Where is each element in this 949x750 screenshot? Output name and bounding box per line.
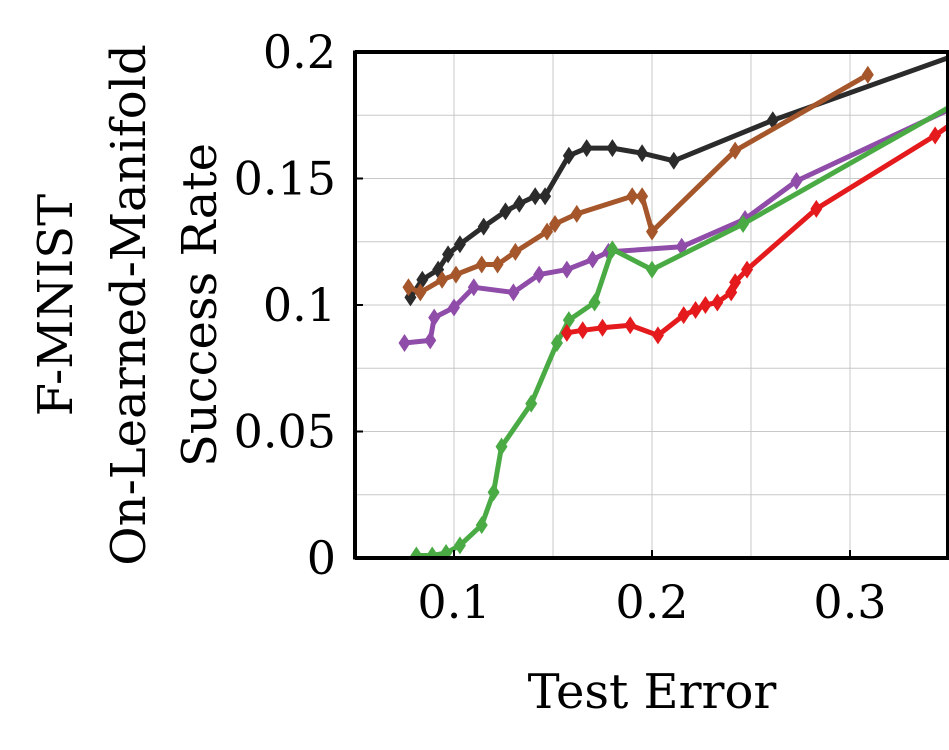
y-tick-label: 0.1 [263, 278, 336, 332]
y-axis-label-line-1: F-MNIST [28, 194, 84, 416]
series-3-point [790, 172, 803, 191]
series-1-point [539, 187, 552, 206]
series-1-point [667, 151, 680, 170]
series-4-point [646, 260, 658, 279]
series-5-point [596, 318, 609, 337]
x-tick-label: 0.1 [417, 575, 490, 629]
series-5-point [729, 273, 742, 292]
x-tick-label: 0.2 [615, 575, 688, 629]
series-4-point [453, 536, 466, 555]
series-1-point [636, 144, 649, 163]
series-4-point [562, 311, 575, 330]
series-4-point [410, 546, 423, 558]
series-2-point [541, 222, 554, 241]
series-5-point [560, 323, 573, 342]
series-5-point [741, 260, 754, 279]
y-tick-label: 0 [307, 531, 336, 585]
series-4-point [606, 240, 619, 259]
series-2-point [509, 242, 522, 261]
ticks: 0.1 0.2 0.3 0 0.05 0.1 0.15 0.2 [234, 25, 887, 629]
series-4-point [487, 483, 500, 502]
series-1-point [477, 217, 490, 236]
series-2-point [491, 255, 504, 274]
series-1-point [442, 245, 455, 264]
series-4-point [737, 215, 750, 234]
series-5 [560, 119, 949, 345]
y-tick-label: 0.15 [234, 152, 336, 206]
series-4-point [588, 293, 601, 312]
series-1-point [499, 202, 512, 221]
series-3-point [448, 298, 460, 317]
series-3-point [424, 331, 437, 350]
series-2-point [475, 255, 488, 274]
series-1-point [580, 139, 593, 158]
x-tick-label: 0.3 [813, 575, 886, 629]
series-1 [404, 54, 949, 307]
series-3-point [507, 283, 520, 302]
series-2-point [414, 283, 427, 302]
x-axis-label: Test Error [528, 664, 777, 720]
series-3-point [586, 250, 599, 269]
series-3-point [428, 308, 441, 327]
series-2-point [402, 278, 415, 297]
series-4-point [495, 437, 508, 456]
series-2-point [861, 65, 874, 84]
series-3-point [533, 265, 546, 284]
series-4-point [426, 546, 439, 558]
y-tick-label: 0.05 [234, 405, 336, 459]
gridlines [354, 51, 949, 559]
series-2-point [636, 187, 649, 206]
series-5-line [564, 122, 949, 338]
series-5-point [677, 306, 690, 325]
series-1-point [529, 187, 542, 206]
series-4-point [475, 516, 488, 535]
series-2-point [449, 265, 462, 284]
series-4-point [440, 543, 453, 558]
y-axis-label-line-2: On-Learned-Manifold [101, 44, 157, 565]
series-1-point [453, 235, 466, 254]
series-5-point [929, 126, 942, 145]
y-tick-label: 0.2 [263, 25, 336, 79]
series-3 [398, 104, 949, 352]
series-3-point [467, 278, 480, 297]
series-2-point [646, 222, 658, 241]
series-1-point [513, 194, 526, 213]
series-2-point [729, 141, 742, 160]
series-3-point [398, 333, 411, 352]
series-group [398, 54, 949, 558]
series-1-point [606, 139, 619, 158]
series-5-point [689, 301, 702, 320]
series-5-point [810, 199, 823, 218]
series-1-point [416, 270, 429, 289]
series-5-point [711, 293, 724, 312]
series-2 [402, 65, 874, 302]
series-4-point [550, 333, 563, 352]
series-2-point [626, 187, 639, 206]
series-3-point [560, 260, 573, 279]
series-5-point [651, 326, 664, 345]
series-4 [410, 102, 949, 558]
series-1-point [562, 146, 575, 165]
series-4-point [525, 394, 538, 413]
series-2-point [436, 270, 449, 289]
series-1-line [407, 54, 949, 300]
series-2-point [548, 215, 561, 234]
series-5-point [624, 316, 637, 335]
y-axis-label-line-3: Success Rate [172, 143, 228, 467]
series-2-point [570, 204, 583, 223]
series-5-point [699, 296, 712, 314]
series-5-point [576, 321, 589, 340]
